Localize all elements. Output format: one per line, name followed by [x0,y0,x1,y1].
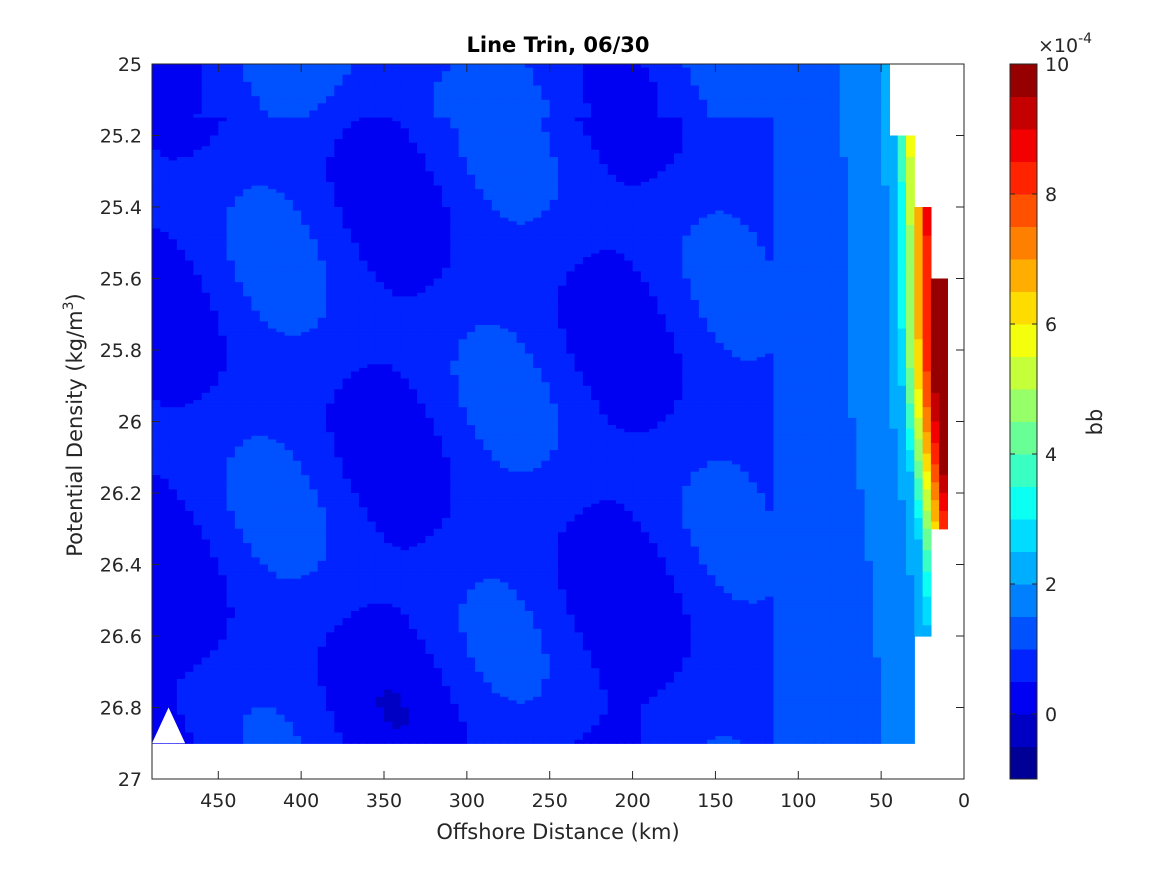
colorbar-band [1010,584,1037,617]
y-tick-label: 25 [118,54,142,76]
colorbar-band [1010,259,1037,292]
colorbar-band [1010,649,1037,682]
colorbar-band [1010,129,1037,162]
contour-fill [152,64,948,744]
x-tick-label: 100 [780,790,816,812]
colorbar-exponent: ×10-4 [1038,31,1092,57]
colorbar-band [1010,389,1037,422]
colorbar-band [1010,616,1037,650]
colorbar [1010,64,1037,780]
y-tick-label: 27 [118,769,142,791]
x-tick-label: 50 [869,790,893,812]
chart-title: Line Trin, 06/30 [466,33,649,57]
colorbar-label: bb [1083,409,1107,436]
x-tick-label: 400 [283,790,319,812]
y-tick-label: 25.6 [100,269,142,291]
y-tick-label: 25.2 [100,126,142,148]
colorbar-tick-label: 4 [1045,444,1057,466]
x-tick-label: 450 [200,790,236,812]
colorbar-band [1010,714,1037,747]
colorbar-band [1010,194,1037,227]
colorbar-band [1010,486,1037,520]
colorbar-band [1010,161,1037,195]
colorbar-band [1010,64,1037,97]
colorbar-band [1010,356,1037,390]
colorbar-band [1010,226,1037,260]
y-tick-label: 25.4 [100,197,142,219]
y-tick-label: 26.4 [100,555,142,577]
colorbar-tick-label: 10 [1045,54,1069,76]
y-axis: 25 25.2 25.4 25.6 25.8 26 26.2 26.4 26.6 26.8 27 [100,54,964,791]
colorbar-tick-label: 8 [1045,184,1057,206]
no-data-notch [152,707,186,744]
x-axis-label: Offshore Distance (km) [436,820,679,844]
x-tick-label: 300 [449,790,485,812]
colorbar-tick-label: 2 [1045,574,1057,596]
y-tick-label: 26.8 [100,698,142,720]
colorbar-band [1010,454,1037,487]
colorbar-band [1010,291,1037,325]
colorbar-frame [1009,63,1038,780]
x-tick-label: 200 [614,790,650,812]
colorbar-band [1010,551,1037,585]
colorbar-band [1010,519,1037,552]
x-tick-label: 350 [366,790,402,812]
x-axis: 450 400 350 300 250 200 150 100 50 0 [200,64,970,812]
y-tick-label: 26.2 [100,483,142,505]
colorbar-band [1010,421,1037,455]
colorbar-band [1010,746,1037,780]
colorbar-band [1010,681,1037,715]
colorbar-tick-label: 6 [1045,314,1057,336]
x-tick-label: 0 [958,790,970,812]
colorbar-tick-label: 0 [1045,704,1057,726]
y-tick-label: 25.8 [100,340,142,362]
x-tick-label: 250 [532,790,568,812]
y-tick-label: 26.6 [100,626,142,648]
colorbar-ticks: 0 2 4 6 8 10 [1010,54,1069,726]
y-tick-label: 26 [118,412,142,434]
y-axis-label: Potential Density (kg/m3) [61,293,87,557]
colorbar-band [1010,96,1037,130]
colorbar-band [1010,324,1037,357]
x-tick-label: 150 [697,790,733,812]
